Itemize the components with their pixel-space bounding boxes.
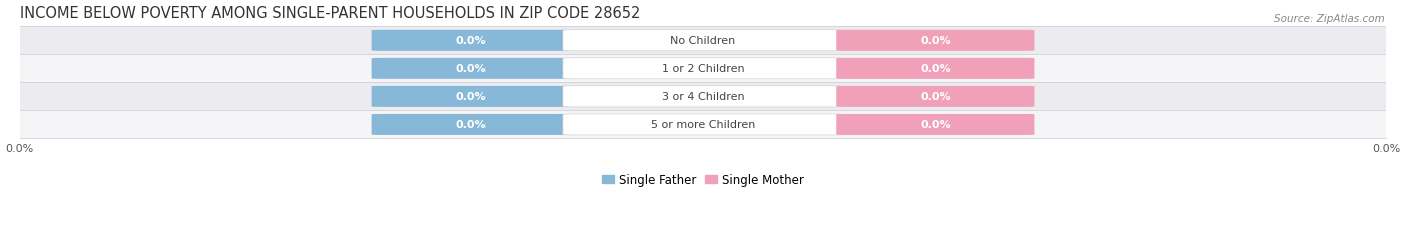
FancyBboxPatch shape [371,59,569,79]
Bar [20,55,1386,83]
Text: 3 or 4 Children: 3 or 4 Children [662,92,744,102]
Text: 0.0%: 0.0% [456,92,486,102]
Text: 0.0%: 0.0% [456,36,486,46]
FancyBboxPatch shape [562,86,844,107]
FancyBboxPatch shape [562,59,844,79]
FancyBboxPatch shape [371,31,569,52]
FancyBboxPatch shape [837,31,1035,52]
Text: No Children: No Children [671,36,735,46]
Text: INCOME BELOW POVERTY AMONG SINGLE-PARENT HOUSEHOLDS IN ZIP CODE 28652: INCOME BELOW POVERTY AMONG SINGLE-PARENT… [20,6,640,21]
FancyBboxPatch shape [562,114,844,135]
Text: 0.0%: 0.0% [920,92,950,102]
FancyBboxPatch shape [837,59,1035,79]
Text: Source: ZipAtlas.com: Source: ZipAtlas.com [1274,14,1385,24]
Bar [20,27,1386,55]
FancyBboxPatch shape [562,31,844,52]
Legend: Single Father, Single Mother: Single Father, Single Mother [598,169,808,191]
FancyBboxPatch shape [371,86,569,107]
Bar [20,111,1386,139]
Text: 0.0%: 0.0% [456,64,486,74]
Text: 0.0%: 0.0% [920,120,950,130]
Text: 1 or 2 Children: 1 or 2 Children [662,64,744,74]
Text: 0.0%: 0.0% [920,64,950,74]
FancyBboxPatch shape [371,114,569,135]
FancyBboxPatch shape [837,86,1035,107]
Text: 5 or more Children: 5 or more Children [651,120,755,130]
Text: 0.0%: 0.0% [456,120,486,130]
FancyBboxPatch shape [837,114,1035,135]
Text: 0.0%: 0.0% [920,36,950,46]
Bar [20,83,1386,111]
